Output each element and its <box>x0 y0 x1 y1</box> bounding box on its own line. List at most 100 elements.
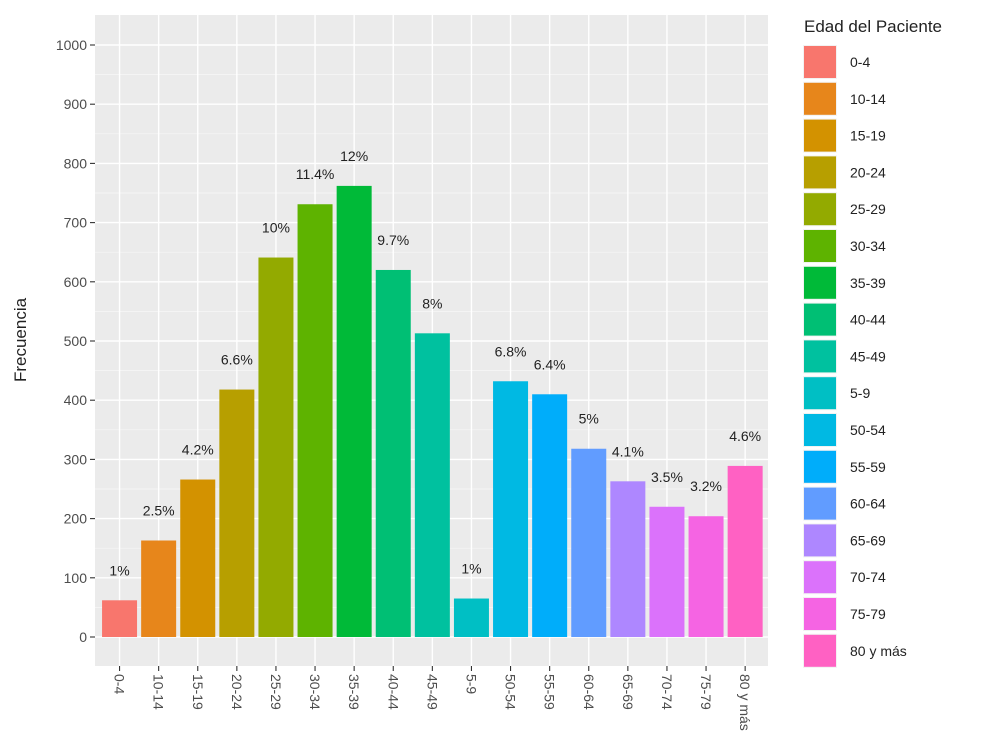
data-label: 10% <box>262 220 290 236</box>
bar-5-9 <box>453 598 489 637</box>
x-tick-label: 60-64 <box>581 674 597 710</box>
x-tick-label: 35-39 <box>346 674 362 710</box>
legend-label: 35-39 <box>850 275 886 291</box>
legend-label: 10-14 <box>850 91 886 107</box>
legend: Edad del Paciente 0-4 10-14 15-19 20-24 25-2… <box>803 17 942 668</box>
data-labels: 1% 2.5% 4.2% 6.6% 10% 11.4% 12% 9.7% 8% 1% 6.8% 6.4… <box>109 148 761 578</box>
legend-label: 55-59 <box>850 459 886 475</box>
x-tick-label: 80 y más <box>737 674 753 731</box>
data-label: 6.8% <box>495 343 527 359</box>
x-tick-label: 70-74 <box>659 674 675 710</box>
data-label: 1% <box>461 561 481 577</box>
legend-label: 15-19 <box>850 128 886 144</box>
bar-20-24 <box>219 389 255 637</box>
legend-swatch <box>804 561 836 594</box>
x-tick-label: 0-4 <box>112 674 128 694</box>
x-tick-label: 25-29 <box>268 674 284 710</box>
legend-swatch <box>804 414 836 446</box>
y-tick-label: 900 <box>64 96 88 112</box>
legend-label: 25-29 <box>850 201 886 217</box>
legend-swatch <box>804 156 836 189</box>
y-tick-label: 400 <box>64 392 88 408</box>
data-label: 9.7% <box>377 232 409 248</box>
bar-30-34 <box>297 204 333 638</box>
legend-label: 20-24 <box>850 164 886 180</box>
bar-60-64 <box>571 448 607 637</box>
data-label: 2.5% <box>143 503 175 519</box>
x-tick-label: 65-69 <box>620 674 636 710</box>
y-tick-label: 300 <box>64 451 88 467</box>
bar-0-4 <box>102 600 138 637</box>
legend-label: 65-69 <box>850 532 886 548</box>
legend-label: 75-79 <box>850 606 886 622</box>
legend-title: Edad del Paciente <box>804 17 942 36</box>
bar-65-69 <box>610 481 646 637</box>
data-label: 5% <box>579 411 599 427</box>
legend-swatch <box>804 303 836 336</box>
bar-50-54 <box>493 381 529 637</box>
bar-35-39 <box>336 185 372 637</box>
data-label: 12% <box>340 148 368 164</box>
bar-55-59 <box>532 394 568 637</box>
legend-label: 70-74 <box>850 569 886 585</box>
y-tick-label: 600 <box>64 274 88 290</box>
legend-label: 50-54 <box>850 422 886 438</box>
legend-label: 40-44 <box>850 312 886 328</box>
x-tick-label: 15-19 <box>190 674 206 710</box>
data-label: 3.2% <box>690 478 722 494</box>
x-tick-label: 45-49 <box>424 674 440 710</box>
bars <box>102 185 763 638</box>
data-label: 4.2% <box>182 442 214 458</box>
data-label: 4.1% <box>612 443 644 459</box>
legend-swatch <box>804 266 836 299</box>
legend-swatch <box>804 450 836 483</box>
legend-swatch <box>804 377 836 410</box>
legend-swatch <box>804 598 836 630</box>
y-tick-label: 0 <box>79 629 87 645</box>
legend-label: 5-9 <box>850 385 870 401</box>
data-label: 8% <box>422 295 442 311</box>
y-tick-label: 1000 <box>56 37 87 53</box>
y-axis: 0 100 200 300 400 500 600 700 800 900 1000 <box>56 37 95 645</box>
y-axis-title: Frecuencia <box>11 297 30 382</box>
data-label: 6.4% <box>534 356 566 372</box>
bar-75-79 <box>688 516 724 637</box>
legend-label: 30-34 <box>850 238 886 254</box>
legend-swatch <box>804 340 836 373</box>
data-label: 11.4% <box>296 166 335 182</box>
x-tick-label: 20-24 <box>229 674 245 710</box>
data-label: 4.6% <box>729 428 761 444</box>
bar-25-29 <box>258 257 294 637</box>
data-label: 1% <box>109 562 129 578</box>
bar-10-14 <box>141 540 177 637</box>
legend-label: 60-64 <box>850 496 886 512</box>
legend-label: 0-4 <box>850 54 870 70</box>
bar-40-44 <box>375 269 411 637</box>
x-tick-label: 75-79 <box>698 674 714 710</box>
legend-swatch <box>804 634 836 667</box>
data-label: 3.5% <box>651 469 683 485</box>
x-tick-label: 10-14 <box>151 674 167 710</box>
y-tick-label: 100 <box>64 570 88 586</box>
legend-swatch <box>804 82 836 115</box>
y-tick-label: 700 <box>64 215 88 231</box>
x-tick-label: 55-59 <box>542 674 558 710</box>
x-tick-label: 40-44 <box>385 674 401 710</box>
y-tick-label: 800 <box>64 155 88 171</box>
bar-70-74 <box>649 506 685 637</box>
legend-items: 0-4 10-14 15-19 20-24 25-29 30-34 35-39 40-44 45… <box>803 45 907 668</box>
x-tick-label: 50-54 <box>503 674 519 710</box>
x-tick-label: 5-9 <box>463 674 479 694</box>
legend-swatch <box>804 524 836 557</box>
legend-swatch <box>804 119 836 152</box>
legend-swatch <box>804 46 836 78</box>
x-tick-label: 30-34 <box>307 674 323 710</box>
legend-swatch <box>804 193 836 226</box>
bar-45-49 <box>414 333 450 637</box>
data-label: 6.6% <box>221 352 253 368</box>
legend-swatch <box>804 487 836 520</box>
y-tick-label: 200 <box>64 511 88 527</box>
y-tick-label: 500 <box>64 333 88 349</box>
legend-swatch <box>804 230 836 262</box>
